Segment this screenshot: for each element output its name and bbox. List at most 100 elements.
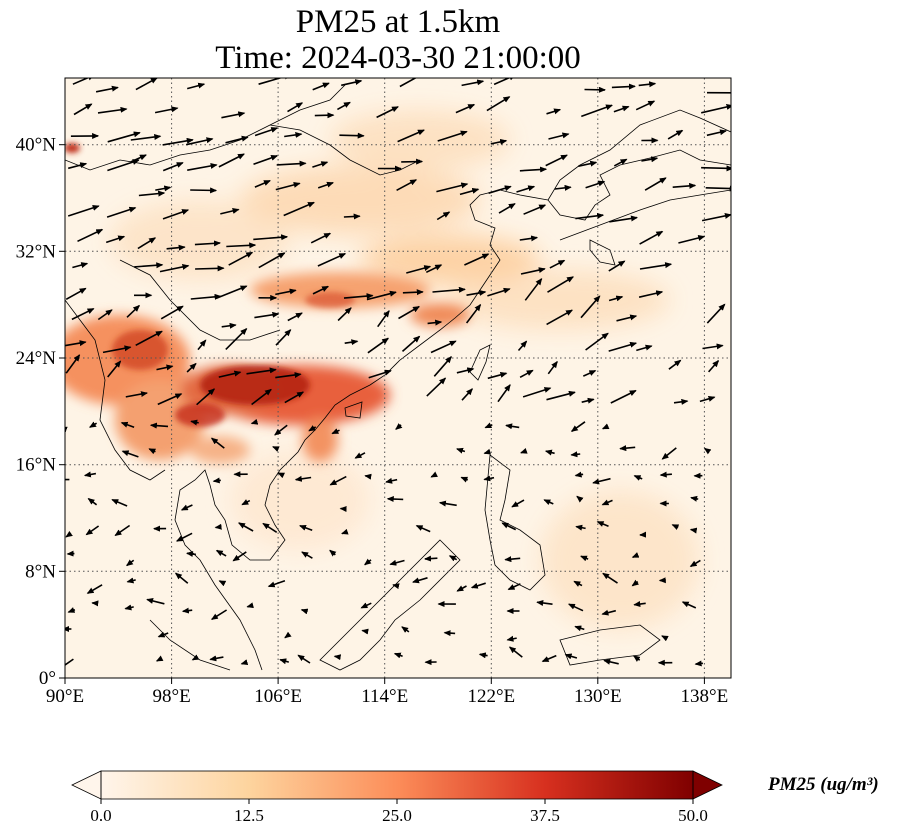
wind-arrow xyxy=(702,343,724,350)
wind-arrow xyxy=(130,133,162,141)
wind-arrow xyxy=(694,660,703,667)
wind-arrow xyxy=(668,359,682,370)
wind-arrow xyxy=(613,105,630,113)
wind-arrow xyxy=(672,182,697,189)
wind-arrow xyxy=(641,156,659,163)
wind-arrow xyxy=(520,267,546,275)
wind-arrow xyxy=(97,106,128,114)
x-tick-label: 106°E xyxy=(254,686,302,707)
wind-arrow xyxy=(135,330,163,347)
wind-arrow xyxy=(455,103,476,114)
wind-arrow xyxy=(343,293,374,300)
wind-arrow xyxy=(367,337,390,354)
wind-arrow xyxy=(541,654,557,663)
wind-arrow xyxy=(644,177,667,191)
wind-arrow xyxy=(443,630,456,637)
wind-arrow xyxy=(393,652,403,659)
wind-arrow xyxy=(337,101,351,111)
wind-arrow xyxy=(126,304,141,318)
wind-arrow xyxy=(190,187,218,194)
title-line-1: PM25 at 1.5km xyxy=(295,4,501,40)
wind-arrow xyxy=(258,78,292,85)
colorbar-tick-label: 50.0 xyxy=(678,806,708,825)
wind-arrow xyxy=(354,452,366,459)
wind-arrow xyxy=(681,601,697,609)
wind-arrow xyxy=(484,422,493,429)
wind-arrow xyxy=(284,631,292,639)
wind-arrow xyxy=(65,340,87,347)
wind-arrow xyxy=(377,310,390,328)
wind-arrow xyxy=(65,658,74,670)
wind-arrow xyxy=(703,447,712,455)
wind-arrow xyxy=(312,285,329,295)
wind-arrow xyxy=(488,185,512,194)
wind-arrow xyxy=(329,549,337,557)
wind-arrow xyxy=(186,551,196,558)
wind-arrow xyxy=(297,654,311,664)
y-tick-label: 24°N xyxy=(16,348,57,369)
wind-arrow xyxy=(376,106,399,119)
wind-arrow xyxy=(65,585,66,587)
wind-arrow xyxy=(406,265,432,274)
wind-arrow xyxy=(174,572,189,584)
wind-arrow xyxy=(232,551,247,562)
wind-arrow xyxy=(547,360,558,375)
wind-arrow xyxy=(425,264,443,274)
y-tick-label: 16°N xyxy=(16,455,57,476)
wind-arrow xyxy=(601,423,610,430)
wind-arrow xyxy=(220,207,240,215)
y-tick-label: 32°N xyxy=(16,241,57,262)
wind-arrow xyxy=(210,437,225,449)
wind-arrow xyxy=(436,182,469,193)
wind-arrow xyxy=(339,132,365,139)
wind-arrow xyxy=(287,312,303,322)
wind-arrow xyxy=(585,180,606,189)
gridlines xyxy=(65,78,731,678)
wind-arrow xyxy=(364,558,372,566)
wind-arrow xyxy=(699,395,716,403)
wind-arrow xyxy=(107,360,122,378)
wind-arrow xyxy=(331,428,340,435)
wind-arrow xyxy=(517,340,528,352)
wind-arrow xyxy=(121,450,139,458)
wind-arrow xyxy=(701,165,731,172)
wind-arrow xyxy=(250,418,259,425)
wind-arrow xyxy=(87,497,98,506)
wind-arrow xyxy=(343,213,361,220)
wind-arrow xyxy=(196,388,216,406)
wind-arrow xyxy=(430,471,439,478)
wind-arrow xyxy=(186,82,206,90)
wind-arrow xyxy=(580,295,601,319)
wind-arrow xyxy=(511,499,525,508)
wind-arrow xyxy=(156,364,174,371)
wind-arrow xyxy=(522,387,552,398)
wind-arrow xyxy=(120,421,135,428)
wind-arrow xyxy=(501,522,517,531)
wind-arrow xyxy=(97,309,113,321)
wind-arrow xyxy=(283,201,315,217)
wind-arrow xyxy=(412,577,428,584)
wind-arrow xyxy=(486,96,511,112)
wind-arrow xyxy=(619,445,636,452)
wind-arrow xyxy=(186,362,197,373)
wind-arrow xyxy=(456,367,475,374)
wind-arrow xyxy=(576,495,584,503)
wind-arrow xyxy=(344,339,359,346)
wind-arrow xyxy=(262,522,278,533)
wind-arrow xyxy=(392,583,400,590)
wind-arrow xyxy=(554,184,572,191)
wind-arrow xyxy=(592,477,611,485)
wind-arrow xyxy=(360,602,372,609)
wind-arrow xyxy=(401,335,421,352)
wind-arrow xyxy=(448,555,458,562)
wind-arrow xyxy=(575,524,586,531)
wind-arrow xyxy=(546,108,562,115)
wind-arrow xyxy=(301,551,313,559)
wind-arrow xyxy=(613,158,628,167)
wind-arrow xyxy=(519,166,548,173)
colorbar-tick-label: 12.5 xyxy=(234,806,264,825)
wind-arrow xyxy=(487,371,508,380)
wind-arrow xyxy=(461,388,473,401)
wind-arrow xyxy=(126,577,136,584)
